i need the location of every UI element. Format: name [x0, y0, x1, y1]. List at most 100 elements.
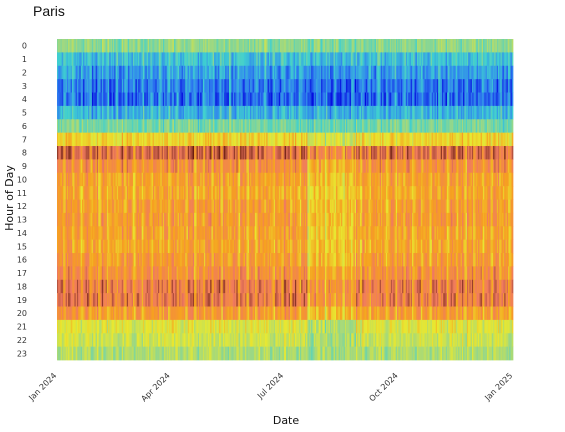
heatmap-cell	[236, 159, 239, 174]
heatmap-cell	[78, 199, 80, 214]
heatmap-cell	[187, 79, 190, 93]
heatmap-cell	[211, 212, 214, 227]
heatmap-cell	[289, 199, 292, 214]
heatmap-cell	[257, 119, 260, 133]
heatmap-cell	[308, 105, 311, 120]
heatmap-cell	[99, 319, 101, 334]
heatmap-cell	[301, 306, 303, 321]
heatmap-cell	[232, 293, 235, 307]
heatmap-cell	[186, 279, 189, 294]
heatmap-cell	[195, 92, 197, 107]
heatmap-cell	[286, 266, 288, 281]
heatmap-cell	[251, 132, 253, 147]
heatmap-cell	[68, 79, 70, 93]
heatmap-cell	[258, 52, 261, 67]
heatmap-cell	[69, 266, 72, 281]
heatmap-cell	[149, 65, 151, 80]
heatmap-cell	[267, 333, 270, 347]
heatmap-cell	[308, 279, 311, 294]
heatmap-cell	[293, 333, 296, 347]
heatmap-cell	[207, 172, 210, 187]
heatmap-cell	[124, 293, 126, 307]
heatmap-cell	[288, 79, 291, 93]
heatmap-cell	[94, 212, 96, 227]
heatmap-cell	[133, 186, 135, 200]
heatmap-cell	[129, 226, 131, 240]
heatmap-cell	[66, 199, 69, 214]
heatmap-cell	[223, 319, 226, 334]
heatmap-cell	[78, 239, 80, 254]
heatmap-cell	[202, 253, 205, 267]
heatmap-cell	[166, 52, 169, 67]
heatmap-cell	[140, 146, 143, 160]
heatmap-cell	[129, 199, 131, 214]
heatmap-cell	[191, 306, 194, 321]
heatmap-cell	[123, 92, 125, 107]
heatmap-cell	[149, 293, 151, 307]
heatmap-cell	[118, 226, 120, 240]
heatmap-cell	[179, 105, 181, 120]
heatmap-cell	[240, 92, 242, 107]
heatmap-cell	[302, 212, 305, 227]
heatmap-cell	[227, 239, 230, 254]
heatmap-cell	[57, 212, 59, 227]
heatmap-cell	[261, 266, 263, 281]
heatmap-cell	[175, 132, 177, 147]
heatmap-cell	[206, 119, 209, 133]
heatmap-cell	[79, 119, 82, 133]
heatmap-cell	[285, 279, 287, 294]
heatmap-cell	[241, 119, 243, 133]
heatmap-cell	[265, 79, 267, 93]
heatmap-cell	[164, 119, 166, 133]
heatmap-cell	[89, 159, 91, 174]
heatmap-cell	[286, 186, 288, 200]
heatmap-cell	[301, 199, 303, 214]
heatmap-cell	[115, 105, 118, 120]
heatmap-cell	[287, 39, 290, 53]
heatmap-cell	[159, 319, 161, 334]
heatmap-cell	[125, 306, 128, 321]
heatmap-cell	[212, 266, 215, 281]
heatmap-cell	[297, 293, 300, 307]
heatmap-cell	[114, 79, 116, 93]
heatmap-cell	[150, 266, 153, 281]
heatmap-cell	[89, 65, 91, 80]
heatmap-cell	[200, 253, 202, 267]
heatmap-cell	[312, 279, 315, 294]
heatmap-cell	[85, 253, 88, 267]
heatmap-cell	[162, 226, 165, 240]
heatmap-cell	[177, 132, 180, 147]
heatmap-cell	[133, 293, 135, 307]
heatmap-cell	[257, 226, 260, 240]
heatmap-cell	[257, 279, 260, 294]
heatmap-cell	[91, 226, 94, 240]
heatmap-cell	[162, 52, 165, 67]
heatmap-cell	[160, 239, 163, 254]
heatmap-cell	[194, 65, 196, 80]
heatmap-cell	[216, 199, 219, 214]
heatmap-cell	[121, 199, 124, 214]
heatmap-cell	[256, 253, 258, 267]
heatmap-cell	[99, 146, 101, 160]
heatmap-cell	[118, 239, 120, 254]
heatmap-cell	[303, 212, 306, 227]
heatmap-cell	[170, 172, 172, 187]
heatmap-cell	[313, 199, 316, 214]
heatmap-cell	[121, 319, 124, 334]
heatmap-cell	[140, 306, 143, 321]
heatmap-cell	[83, 186, 85, 200]
heatmap-cell	[271, 239, 273, 254]
heatmap-cell	[282, 52, 285, 67]
heatmap-cell	[241, 92, 243, 107]
heatmap-cell	[252, 186, 255, 200]
heatmap-cell	[98, 132, 100, 147]
heatmap-cell	[268, 39, 271, 53]
heatmap-cell	[192, 266, 195, 281]
heatmap-cell	[227, 132, 230, 147]
heatmap-cell	[218, 105, 221, 120]
heatmap-cell	[105, 333, 108, 347]
heatmap-cell	[100, 293, 103, 307]
heatmap-cell	[292, 119, 295, 133]
heatmap-cell	[125, 319, 128, 334]
heatmap-cell	[131, 319, 134, 334]
